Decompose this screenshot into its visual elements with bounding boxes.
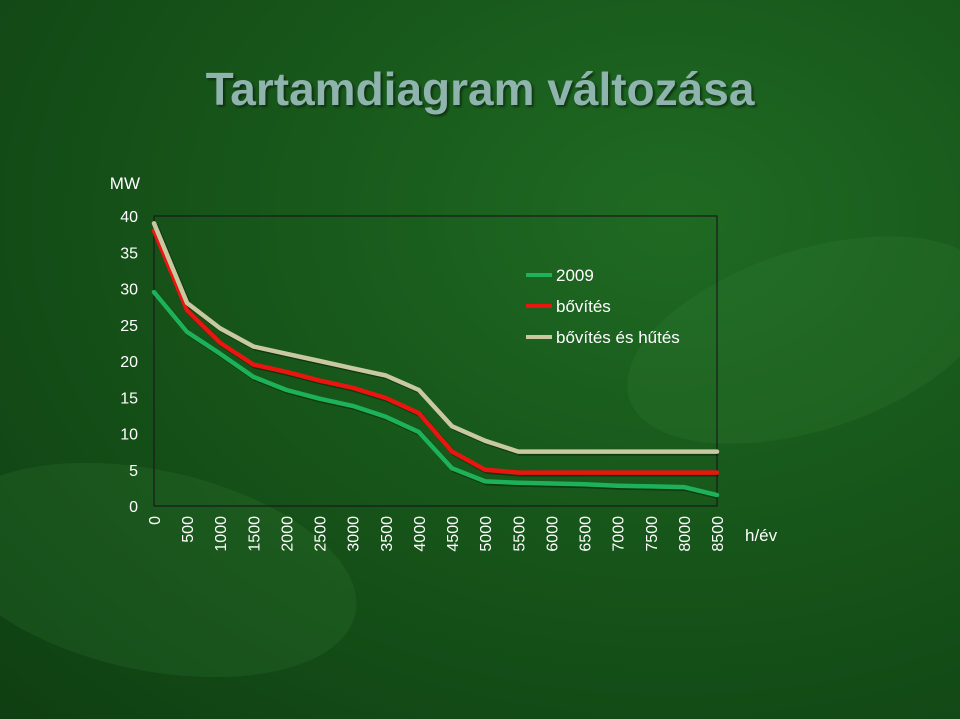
y-tick-label: 15 (120, 390, 138, 407)
series-line (151, 221, 720, 454)
x-tick-label: 500 (180, 516, 197, 543)
y-tick-label: 5 (129, 463, 138, 480)
x-tick-label: 3500 (379, 516, 396, 552)
x-axis-label: h/év (745, 526, 778, 545)
x-tick-label: 8500 (710, 516, 727, 552)
y-tick-label: 0 (129, 499, 138, 516)
y-axis-label: MW (110, 174, 140, 193)
plot-area-frame (153, 215, 718, 507)
x-tick-label: 8000 (677, 516, 694, 552)
x-tick-label: 6500 (578, 516, 595, 552)
x-tick-label: 4500 (445, 516, 462, 552)
x-tick-label: 0 (147, 516, 164, 525)
legend-label: bővítés (556, 297, 611, 316)
series-line (151, 289, 720, 498)
slide-title: Tartamdiagram változása (205, 63, 755, 115)
y-tick-label: 20 (120, 354, 138, 371)
x-tick-label: 7500 (644, 516, 661, 552)
legend-label: bővítés és hűtés (556, 328, 680, 347)
series-line-shadow (153, 231, 719, 477)
x-tick-label: 2000 (279, 516, 296, 552)
x-tick-label: 5500 (511, 516, 528, 552)
y-tick-label: 10 (120, 427, 138, 444)
x-tick-label: 2500 (313, 516, 330, 552)
y-tick-label: 35 (120, 245, 138, 262)
x-tick-label: 1500 (246, 516, 263, 552)
x-tick-label: 7000 (611, 516, 628, 552)
x-tick-label: 6000 (544, 516, 561, 552)
x-tick-label: 4000 (412, 516, 429, 552)
series-line (151, 228, 720, 475)
y-tick-label: 40 (120, 209, 138, 226)
x-tick-label: 3000 (346, 516, 363, 552)
legend-label: 2009 (556, 266, 594, 285)
x-tick-label: 5000 (478, 516, 495, 552)
series-line-shadow (153, 292, 720, 500)
y-tick-label: 30 (120, 282, 138, 299)
x-tick-label: 1000 (213, 516, 230, 552)
y-tick-label: 25 (120, 318, 138, 335)
